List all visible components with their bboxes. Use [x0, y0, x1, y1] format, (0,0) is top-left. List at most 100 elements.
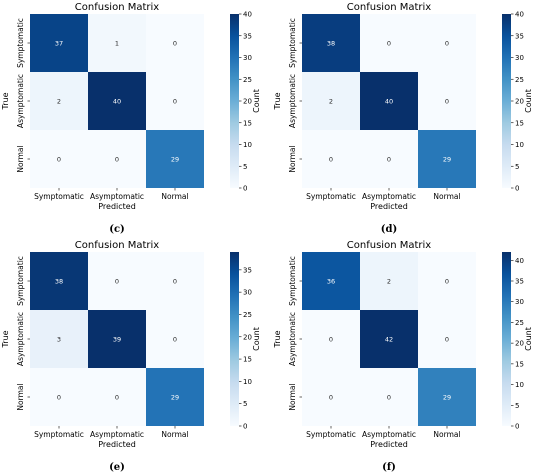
- heatmap-cell: [418, 14, 476, 72]
- colorbar-tick-label: 35: [243, 266, 252, 274]
- heatmap-cell: [418, 310, 476, 368]
- y-tick-label: Normal: [288, 145, 297, 172]
- x-axis-label: Predicted: [370, 202, 408, 211]
- heatmap-cell: [146, 252, 204, 310]
- cell-value-label: 2: [387, 278, 391, 286]
- colorbar-tick-label: 0: [243, 423, 247, 431]
- x-axis-label: Predicted: [370, 440, 408, 449]
- heatmap-cell: [146, 72, 204, 130]
- cell-value-label: 0: [115, 156, 119, 164]
- heatmap-cell: [302, 252, 360, 310]
- cell-value-label: 0: [445, 336, 449, 344]
- cell-value-label: 0: [329, 336, 333, 344]
- cell-value-label: 40: [113, 98, 121, 106]
- heatmap-cell: [30, 310, 88, 368]
- heatmap-cell: [88, 72, 146, 130]
- colorbar-tick-label: 25: [243, 311, 252, 319]
- panel-label: (d): [381, 224, 397, 235]
- heatmap-cell: [360, 130, 418, 188]
- y-axis-label: True: [273, 92, 282, 110]
- y-tick-label: Asymptomatic: [288, 312, 297, 366]
- chart-title: Confusion Matrix: [347, 2, 431, 13]
- cell-value-label: 0: [115, 394, 119, 402]
- cell-value-label: 0: [445, 40, 449, 48]
- y-tick-label: Symptomatic: [288, 256, 297, 306]
- colorbar-label: Count: [252, 327, 261, 351]
- y-tick-label: Normal: [288, 383, 297, 410]
- y-axis-label: True: [1, 92, 10, 110]
- colorbar: [230, 252, 239, 426]
- heatmap-cell: [88, 130, 146, 188]
- heatmap-cell: [302, 130, 360, 188]
- colorbar-tick-label: 30: [243, 289, 252, 297]
- colorbar-label: Count: [524, 327, 533, 351]
- cell-value-label: 36: [327, 278, 335, 286]
- colorbar-tick-label: 25: [243, 76, 252, 84]
- cell-value-label: 2: [329, 98, 333, 106]
- colorbar-tick-label: 0: [243, 185, 247, 193]
- cell-value-label: 29: [171, 394, 179, 402]
- x-tick-label: Symptomatic: [34, 430, 84, 439]
- cell-value-label: 0: [173, 98, 177, 106]
- cell-value-label: 29: [443, 394, 451, 402]
- heatmap-cell: [418, 252, 476, 310]
- x-tick-label: Asymptomatic: [362, 430, 416, 439]
- heatmap-cell: [302, 72, 360, 130]
- heatmap-cell: [146, 310, 204, 368]
- y-tick-label: Asymptomatic: [16, 74, 25, 128]
- colorbar-tick-label: 30: [515, 54, 524, 62]
- y-axis-label: True: [1, 330, 10, 348]
- colorbar-tick-label: 20: [243, 333, 252, 341]
- colorbar-tick-label: 0: [515, 423, 519, 431]
- heatmap-cell: [418, 72, 476, 130]
- x-tick-label: Normal: [161, 192, 188, 201]
- cell-value-label: 0: [329, 156, 333, 164]
- cell-value-label: 3: [57, 336, 61, 344]
- cell-value-label: 38: [55, 278, 63, 286]
- heatmap-cell: [88, 368, 146, 426]
- panel-label: (c): [109, 224, 125, 235]
- colorbar-tick-label: 35: [515, 32, 524, 40]
- colorbar-tick-label: 20: [515, 340, 524, 348]
- x-tick-label: Symptomatic: [306, 430, 356, 439]
- x-tick-label: Symptomatic: [34, 192, 84, 201]
- y-axis-label: True: [273, 330, 282, 348]
- heatmap-cell: [146, 14, 204, 72]
- heatmap-cell: [302, 368, 360, 426]
- x-tick-label: Asymptomatic: [90, 430, 144, 439]
- colorbar-tick-label: 5: [243, 400, 247, 408]
- heatmap-cell: [88, 14, 146, 72]
- heatmap-cell: [30, 14, 88, 72]
- cell-value-label: 0: [115, 278, 119, 286]
- heatmap-cell: [30, 368, 88, 426]
- y-tick-label: Asymptomatic: [288, 74, 297, 128]
- x-axis-label: Predicted: [98, 440, 136, 449]
- colorbar-tick-label: 10: [243, 378, 252, 386]
- cell-value-label: 0: [387, 156, 391, 164]
- heatmap-cell: [360, 14, 418, 72]
- cell-value-label: 0: [445, 98, 449, 106]
- colorbar-tick-label: 40: [515, 257, 524, 265]
- colorbar-tick-label: 25: [515, 76, 524, 84]
- colorbar-tick-label: 30: [243, 54, 252, 62]
- x-tick-label: Asymptomatic: [90, 192, 144, 201]
- y-tick-label: Normal: [16, 145, 25, 172]
- confusion-matrix-panel: Confusion Matrix 38 0 0 2 40 0 0 0 29 Symptomatic A…: [273, 2, 533, 235]
- colorbar-tick-label: 5: [515, 402, 519, 410]
- x-tick-label: Normal: [161, 430, 188, 439]
- y-tick-label: Symptomatic: [288, 18, 297, 68]
- cell-value-label: 40: [385, 98, 393, 106]
- colorbar-tick-label: 30: [515, 298, 524, 306]
- cell-value-label: 0: [57, 394, 61, 402]
- chart-title: Confusion Matrix: [347, 240, 431, 251]
- cell-value-label: 42: [385, 336, 393, 344]
- heatmap-cell: [88, 252, 146, 310]
- x-tick-label: Asymptomatic: [362, 192, 416, 201]
- heatmap-cell: [30, 72, 88, 130]
- confusion-matrix-panel: Confusion Matrix 38 0 0 3 39 0 0 0 29 Symptomatic A…: [1, 240, 261, 473]
- colorbar: [502, 14, 511, 188]
- colorbar-tick-label: 35: [515, 278, 524, 286]
